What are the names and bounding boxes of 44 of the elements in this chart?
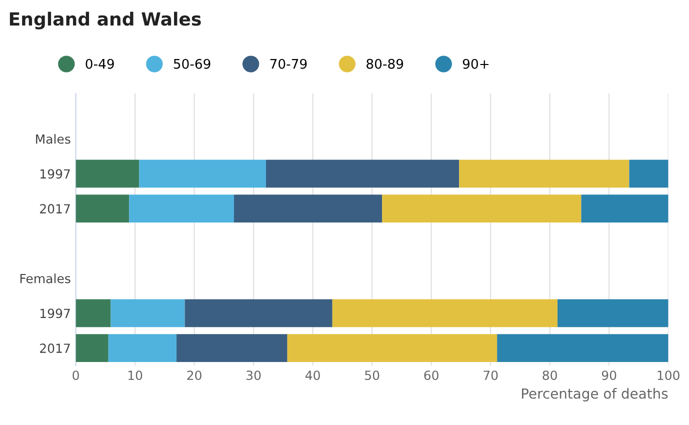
x-tick-label: 100 [658,370,680,380]
x-tick-label: 40 [305,370,320,380]
bar [629,160,668,188]
bar [459,160,630,188]
chart-title: England and Wales [10,12,201,30]
x-axis-title: Percentage of deaths [522,388,668,402]
legend-label: 70-79 [270,58,307,69]
x-tick-label: 90 [602,370,616,380]
bar [184,299,332,328]
bar [76,194,130,223]
y-tick-label: 1997 [40,169,70,179]
bar [497,334,668,362]
bar [176,334,288,362]
legend-label: 80-89 [366,58,404,69]
bar [382,194,582,223]
bar [581,194,668,223]
bar [76,299,111,328]
bar [108,334,177,362]
x-tick-label: 0 [72,370,79,380]
bar [234,194,382,223]
y-tick-label: 2017 [40,204,70,214]
x-tick-label: 30 [246,370,261,380]
x-tick-label: 70 [484,370,498,380]
x-tick-label: 10 [128,370,142,380]
bar [76,160,140,188]
legend-label: 0-49 [86,58,114,69]
bar [139,160,266,188]
legend-label: 50-69 [174,58,210,69]
x-tick-label: 80 [542,370,557,380]
y-tick-label: 1997 [40,308,70,318]
bar [332,299,558,328]
bar [287,334,498,362]
legend-label: 90+ [462,58,489,69]
y-tick-label: Females [20,274,70,284]
y-tick-label: Males [36,134,70,144]
bar [129,194,234,223]
y-tick-label: 2017 [40,344,70,353]
bar [76,334,108,362]
bar [558,299,668,328]
x-tick-label: 50 [365,370,380,380]
x-tick-label: 20 [187,370,202,380]
bar [266,160,460,188]
x-tick-label: 60 [424,370,438,380]
bar [110,299,185,328]
